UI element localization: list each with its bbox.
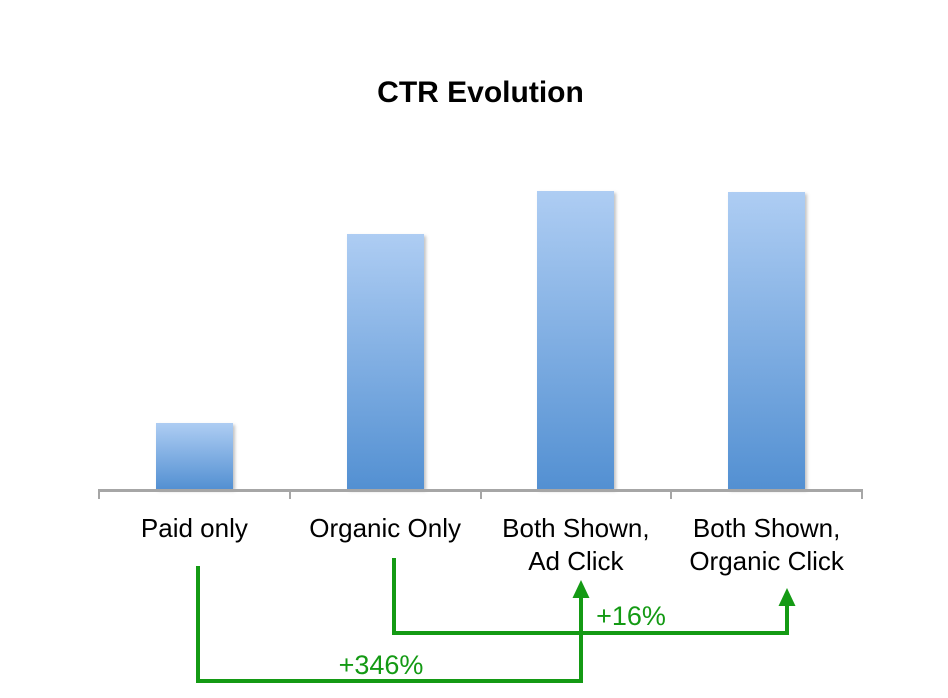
annotation-line-346 — [196, 566, 583, 683]
x-label-organic-only: Organic Only — [282, 512, 489, 545]
x-label-both-shown-ad-click: Both Shown, Ad Click — [473, 512, 680, 578]
x-axis-tick — [670, 489, 673, 499]
x-label-line: Both Shown, — [502, 513, 650, 543]
x-axis-tick — [861, 489, 863, 499]
x-label-paid-only: Paid only — [91, 512, 298, 545]
bar-paid-only — [155, 423, 233, 489]
chart-title: CTR Evolution — [377, 76, 584, 109]
x-axis-tick — [479, 489, 482, 499]
x-label-line: Ad Click — [528, 546, 624, 576]
bar-both-shown-ad-click — [537, 191, 615, 489]
annotation-arrowhead-16 — [778, 588, 796, 606]
x-label-line: Organic Only — [309, 513, 461, 543]
x-axis-tick — [98, 489, 100, 499]
annotation-label-346: +346% — [339, 650, 424, 680]
x-axis-tick — [288, 489, 291, 499]
x-label-line: Paid only — [140, 513, 248, 543]
x-label-line: Both Shown, — [692, 513, 841, 543]
annotation-label-16: +16% — [596, 601, 666, 631]
annotation-arrowhead-346 — [572, 580, 590, 598]
bar-both-shown-organic-click — [728, 192, 806, 489]
x-label-line: Organic Click — [689, 546, 844, 576]
x-label-both-shown-organic-click: Both Shown, Organic Click — [663, 512, 870, 578]
bar-organic-only — [346, 234, 424, 489]
